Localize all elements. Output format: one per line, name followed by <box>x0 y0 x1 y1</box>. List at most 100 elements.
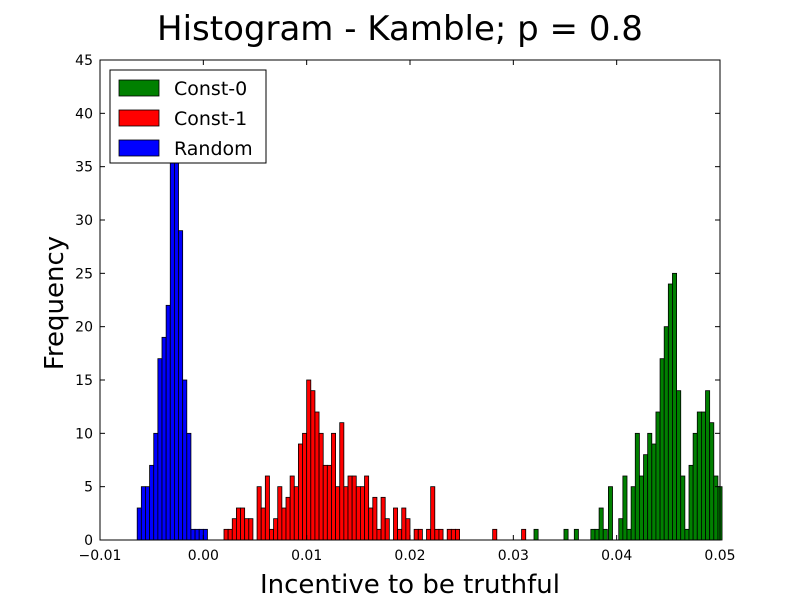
bar <box>696 411 702 541</box>
bar <box>438 528 444 541</box>
bar <box>136 507 142 541</box>
bar <box>161 336 167 541</box>
bar <box>359 486 365 541</box>
x-tick-label: 0.00 <box>188 548 219 564</box>
y-tick-label: 45 <box>75 53 93 69</box>
bar <box>667 283 673 541</box>
bar <box>450 528 456 541</box>
bar <box>306 379 312 541</box>
bar <box>140 486 146 541</box>
series-random <box>136 144 208 541</box>
legend-swatch <box>118 79 160 97</box>
bar <box>256 486 262 541</box>
bar <box>521 528 527 541</box>
bar <box>446 528 452 541</box>
bar <box>590 528 596 541</box>
y-tick-label: 0 <box>84 533 93 549</box>
bar <box>401 507 407 541</box>
x-tick-label: 0.04 <box>601 548 632 564</box>
bar <box>630 486 636 541</box>
bar <box>651 443 657 541</box>
bar <box>663 326 669 541</box>
bar <box>701 411 706 541</box>
bar <box>622 475 628 541</box>
bar <box>672 272 677 541</box>
bar <box>602 528 608 541</box>
bar <box>368 507 374 541</box>
x-tick-label: −0.01 <box>79 548 122 564</box>
bar <box>173 144 179 541</box>
bar <box>397 528 403 541</box>
bar <box>293 486 299 541</box>
bar <box>169 155 175 541</box>
legend-swatch <box>118 139 160 157</box>
bar <box>335 486 341 541</box>
bar <box>289 475 295 541</box>
bar <box>277 486 283 541</box>
bar <box>145 486 151 541</box>
x-tick-label: 0.02 <box>394 548 425 564</box>
bar <box>618 518 624 541</box>
y-axis-label: Frequency <box>40 236 70 370</box>
bar <box>302 432 308 541</box>
bar <box>355 486 361 541</box>
bar <box>634 432 640 541</box>
bar <box>676 390 682 541</box>
x-axis-label: Incentive to be truthful <box>260 570 560 600</box>
y-tick-label: 35 <box>75 160 93 176</box>
bar <box>331 432 337 541</box>
bar <box>198 528 204 541</box>
bar <box>343 486 349 541</box>
bar <box>227 528 233 541</box>
bar <box>684 528 690 541</box>
bar <box>430 486 436 541</box>
x-tick-label: 0.03 <box>498 548 529 564</box>
bar <box>393 507 399 541</box>
bar <box>659 358 665 541</box>
y-tick-label: 20 <box>75 320 93 336</box>
bar <box>643 454 649 541</box>
bar <box>417 528 423 541</box>
bar <box>639 475 644 541</box>
bar <box>260 507 266 541</box>
bar <box>405 518 411 541</box>
bar <box>273 518 279 541</box>
legend-label: Const-1 <box>174 108 247 130</box>
bar <box>598 507 604 541</box>
bar <box>322 464 328 541</box>
bar <box>434 528 440 541</box>
bar <box>240 507 246 541</box>
bar <box>680 475 686 541</box>
legend-label: Random <box>174 138 253 160</box>
bar <box>339 422 345 541</box>
bar <box>178 230 184 541</box>
bar <box>269 528 275 541</box>
bar <box>626 528 632 541</box>
legend-label: Const-0 <box>174 78 247 100</box>
bar <box>688 464 694 541</box>
bar <box>380 496 386 541</box>
bar <box>202 528 208 541</box>
bar <box>364 475 370 541</box>
bar <box>655 411 661 541</box>
legend-swatch <box>118 109 160 127</box>
y-tick-label: 10 <box>75 426 93 442</box>
bar <box>244 518 250 541</box>
legend-entries: Const-0 Const-1 Random <box>118 78 253 160</box>
bar <box>248 518 254 541</box>
bar <box>149 464 155 541</box>
bar <box>372 496 378 541</box>
bar <box>455 528 461 541</box>
bar <box>190 528 196 541</box>
y-tick-label: 40 <box>75 106 93 122</box>
bar <box>186 432 192 541</box>
bar <box>165 304 171 541</box>
y-tick-label: 25 <box>75 266 93 282</box>
bar <box>563 528 569 541</box>
bar <box>692 432 698 541</box>
x-tick-label: 0.05 <box>704 548 735 564</box>
bar <box>285 496 291 541</box>
bar <box>235 507 241 541</box>
bar <box>594 528 600 541</box>
